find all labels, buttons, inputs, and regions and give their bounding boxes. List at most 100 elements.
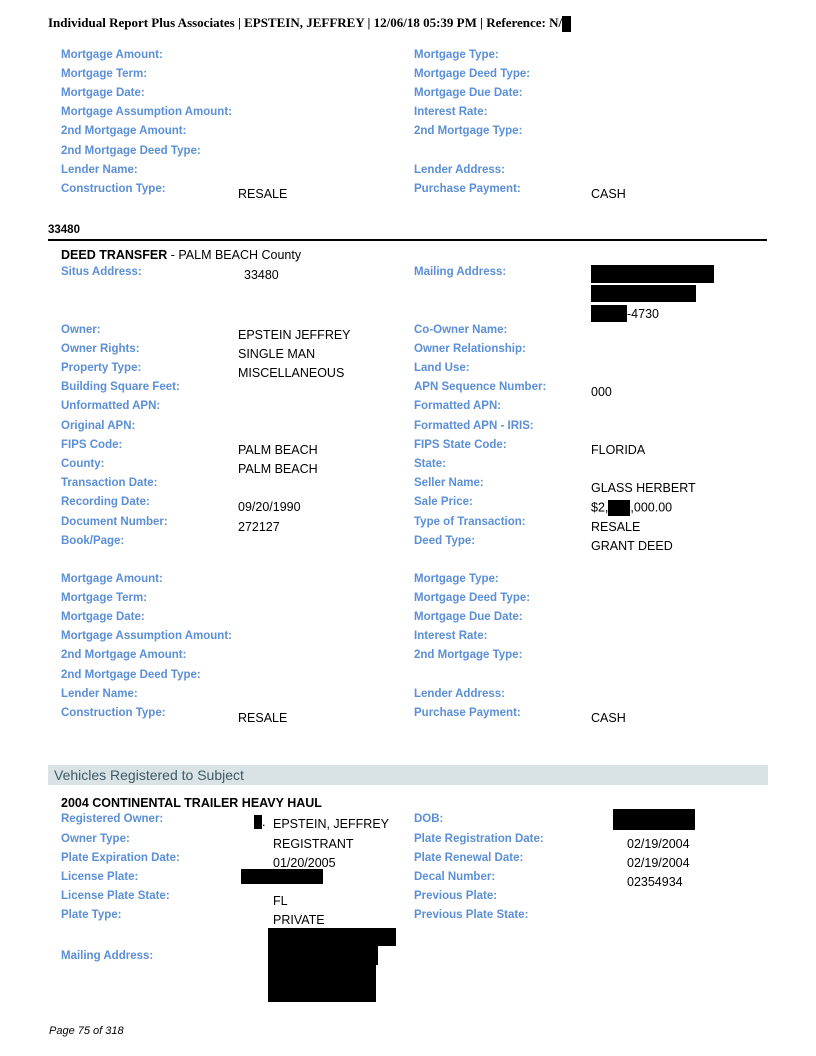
field-value: RESALE bbox=[238, 711, 288, 725]
field-label: Decal Number: bbox=[414, 871, 496, 883]
field-label: Sale Price: bbox=[414, 496, 473, 508]
field-label: Previous Plate State: bbox=[414, 909, 529, 921]
situs-address-value: 33480 bbox=[244, 268, 279, 282]
field-label: 2nd Mortgage Amount: bbox=[61, 125, 187, 137]
redaction bbox=[268, 946, 378, 965]
field-value: MISCELLANEOUS bbox=[238, 366, 345, 380]
field-label: Mortgage Assumption Amount: bbox=[61, 106, 232, 118]
field-label: Construction Type: bbox=[61, 707, 166, 719]
header-text: Individual Report Plus Associates | EPST… bbox=[48, 15, 563, 30]
field-label: Type of Transaction: bbox=[414, 516, 526, 528]
field-label: Owner Relationship: bbox=[414, 343, 526, 355]
vehicle-mailing-label: Mailing Address: bbox=[61, 950, 154, 962]
field-label: Mortgage Date: bbox=[61, 87, 145, 99]
field-label: Lender Name: bbox=[61, 688, 138, 700]
sale-price-prefix: $2, bbox=[591, 500, 609, 515]
field-label: Previous Plate: bbox=[414, 890, 498, 902]
field-label: Mortgage Due Date: bbox=[414, 87, 523, 99]
redaction bbox=[254, 815, 262, 829]
field-value: 01/20/2005 bbox=[273, 856, 336, 870]
field-label: Property Type: bbox=[61, 362, 142, 374]
deed-title-type: DEED TRANSFER bbox=[61, 248, 168, 262]
field-label: Mortgage Amount: bbox=[61, 49, 163, 61]
field-label: Mortgage Deed Type: bbox=[414, 68, 531, 80]
field-value: EPSTEIN JEFFREY bbox=[238, 328, 351, 342]
redaction bbox=[268, 965, 376, 1002]
license-plate-redaction bbox=[241, 869, 323, 884]
field-label: Interest Rate: bbox=[414, 630, 488, 642]
field-label: Document Number: bbox=[61, 516, 168, 528]
field-value: 000 bbox=[591, 385, 612, 399]
field-label: Mortgage Term: bbox=[61, 592, 148, 604]
field-value: 02354934 bbox=[627, 875, 683, 889]
field-label: Book/Page: bbox=[61, 535, 125, 547]
field-label: Formatted APN - IRIS: bbox=[414, 420, 534, 432]
field-label: Mortgage Type: bbox=[414, 573, 499, 585]
field-label: Construction Type: bbox=[61, 183, 166, 195]
field-label: Owner Rights: bbox=[61, 343, 140, 355]
field-label: Seller Name: bbox=[414, 477, 484, 489]
field-label: 2nd Mortgage Type: bbox=[414, 649, 523, 661]
field-label: 2nd Mortgage Deed Type: bbox=[61, 145, 201, 157]
field-label: County: bbox=[61, 458, 105, 470]
field-value: PRIVATE bbox=[273, 913, 325, 927]
section-heading: 33480 bbox=[48, 224, 80, 236]
field-label: Land Use: bbox=[414, 362, 470, 374]
mailing-zip-suffix: -4730 bbox=[627, 307, 659, 321]
field-value: SINGLE MAN bbox=[238, 347, 316, 361]
page-number: Page 75 of 318 bbox=[49, 1025, 124, 1037]
redaction bbox=[562, 16, 572, 33]
field-label: Mortgage Date: bbox=[61, 611, 145, 623]
field-label: APN Sequence Number: bbox=[414, 381, 547, 393]
field-label: FIPS State Code: bbox=[414, 439, 507, 451]
field-label: Lender Address: bbox=[414, 164, 505, 176]
field-value: RESALE bbox=[238, 187, 288, 201]
field-label: Mortgage Due Date: bbox=[414, 611, 523, 623]
field-label: Mortgage Assumption Amount: bbox=[61, 630, 232, 642]
field-label: Mortgage Deed Type: bbox=[414, 592, 531, 604]
field-value: EPSTEIN, JEFFREY bbox=[273, 817, 389, 831]
dob-redaction bbox=[613, 809, 695, 830]
field-label: Plate Registration Date: bbox=[414, 833, 544, 845]
field-value: PALM BEACH bbox=[238, 462, 318, 476]
field-label: Co-Owner Name: bbox=[414, 324, 508, 336]
field-label: Interest Rate: bbox=[414, 106, 488, 118]
field-label: Registered Owner: bbox=[61, 813, 164, 825]
field-value: GRANT DEED bbox=[591, 539, 673, 553]
field-label: Original APN: bbox=[61, 420, 136, 432]
field-label: 2nd Mortgage Amount: bbox=[61, 649, 187, 661]
vehicles-section-header: Vehicles Registered to Subject bbox=[48, 765, 768, 785]
owner-suffix: . bbox=[262, 815, 266, 829]
field-label: Purchase Payment: bbox=[414, 183, 521, 195]
field-value: REGISTRANT bbox=[273, 837, 354, 851]
deed-title-county: - PALM BEACH County bbox=[167, 248, 302, 262]
field-value: RESALE bbox=[591, 520, 641, 534]
field-label: Deed Type: bbox=[414, 535, 476, 547]
field-label: Lender Name: bbox=[61, 164, 138, 176]
field-value: GLASS HERBERT bbox=[591, 481, 696, 495]
field-value: FL bbox=[273, 894, 288, 908]
field-label: Plate Expiration Date: bbox=[61, 852, 180, 864]
field-label: State: bbox=[414, 458, 446, 470]
report-header: Individual Report Plus Associates | EPST… bbox=[48, 15, 572, 33]
deed-title: DEED TRANSFER - PALM BEACH County bbox=[61, 248, 301, 262]
field-value: FLORIDA bbox=[591, 443, 646, 457]
field-label: Plate Type: bbox=[61, 909, 122, 921]
field-label: Formatted APN: bbox=[414, 400, 502, 412]
field-value: PALM BEACH bbox=[238, 443, 318, 457]
field-label: Building Square Feet: bbox=[61, 381, 180, 393]
field-value: 02/19/2004 bbox=[627, 837, 690, 851]
field-label: Mortgage Type: bbox=[414, 49, 499, 61]
field-value: 09/20/1990 bbox=[238, 500, 301, 514]
field-value: CASH bbox=[591, 711, 626, 725]
mailing-address-label: Mailing Address: bbox=[414, 266, 507, 278]
divider bbox=[48, 239, 767, 241]
field-label: Owner: bbox=[61, 324, 101, 336]
field-label: Owner Type: bbox=[61, 833, 130, 845]
field-label: Mortgage Amount: bbox=[61, 573, 163, 585]
field-label: License Plate: bbox=[61, 871, 139, 883]
field-value: 02/19/2004 bbox=[627, 856, 690, 870]
field-label: 2nd Mortgage Type: bbox=[414, 125, 523, 137]
redaction bbox=[608, 500, 631, 516]
